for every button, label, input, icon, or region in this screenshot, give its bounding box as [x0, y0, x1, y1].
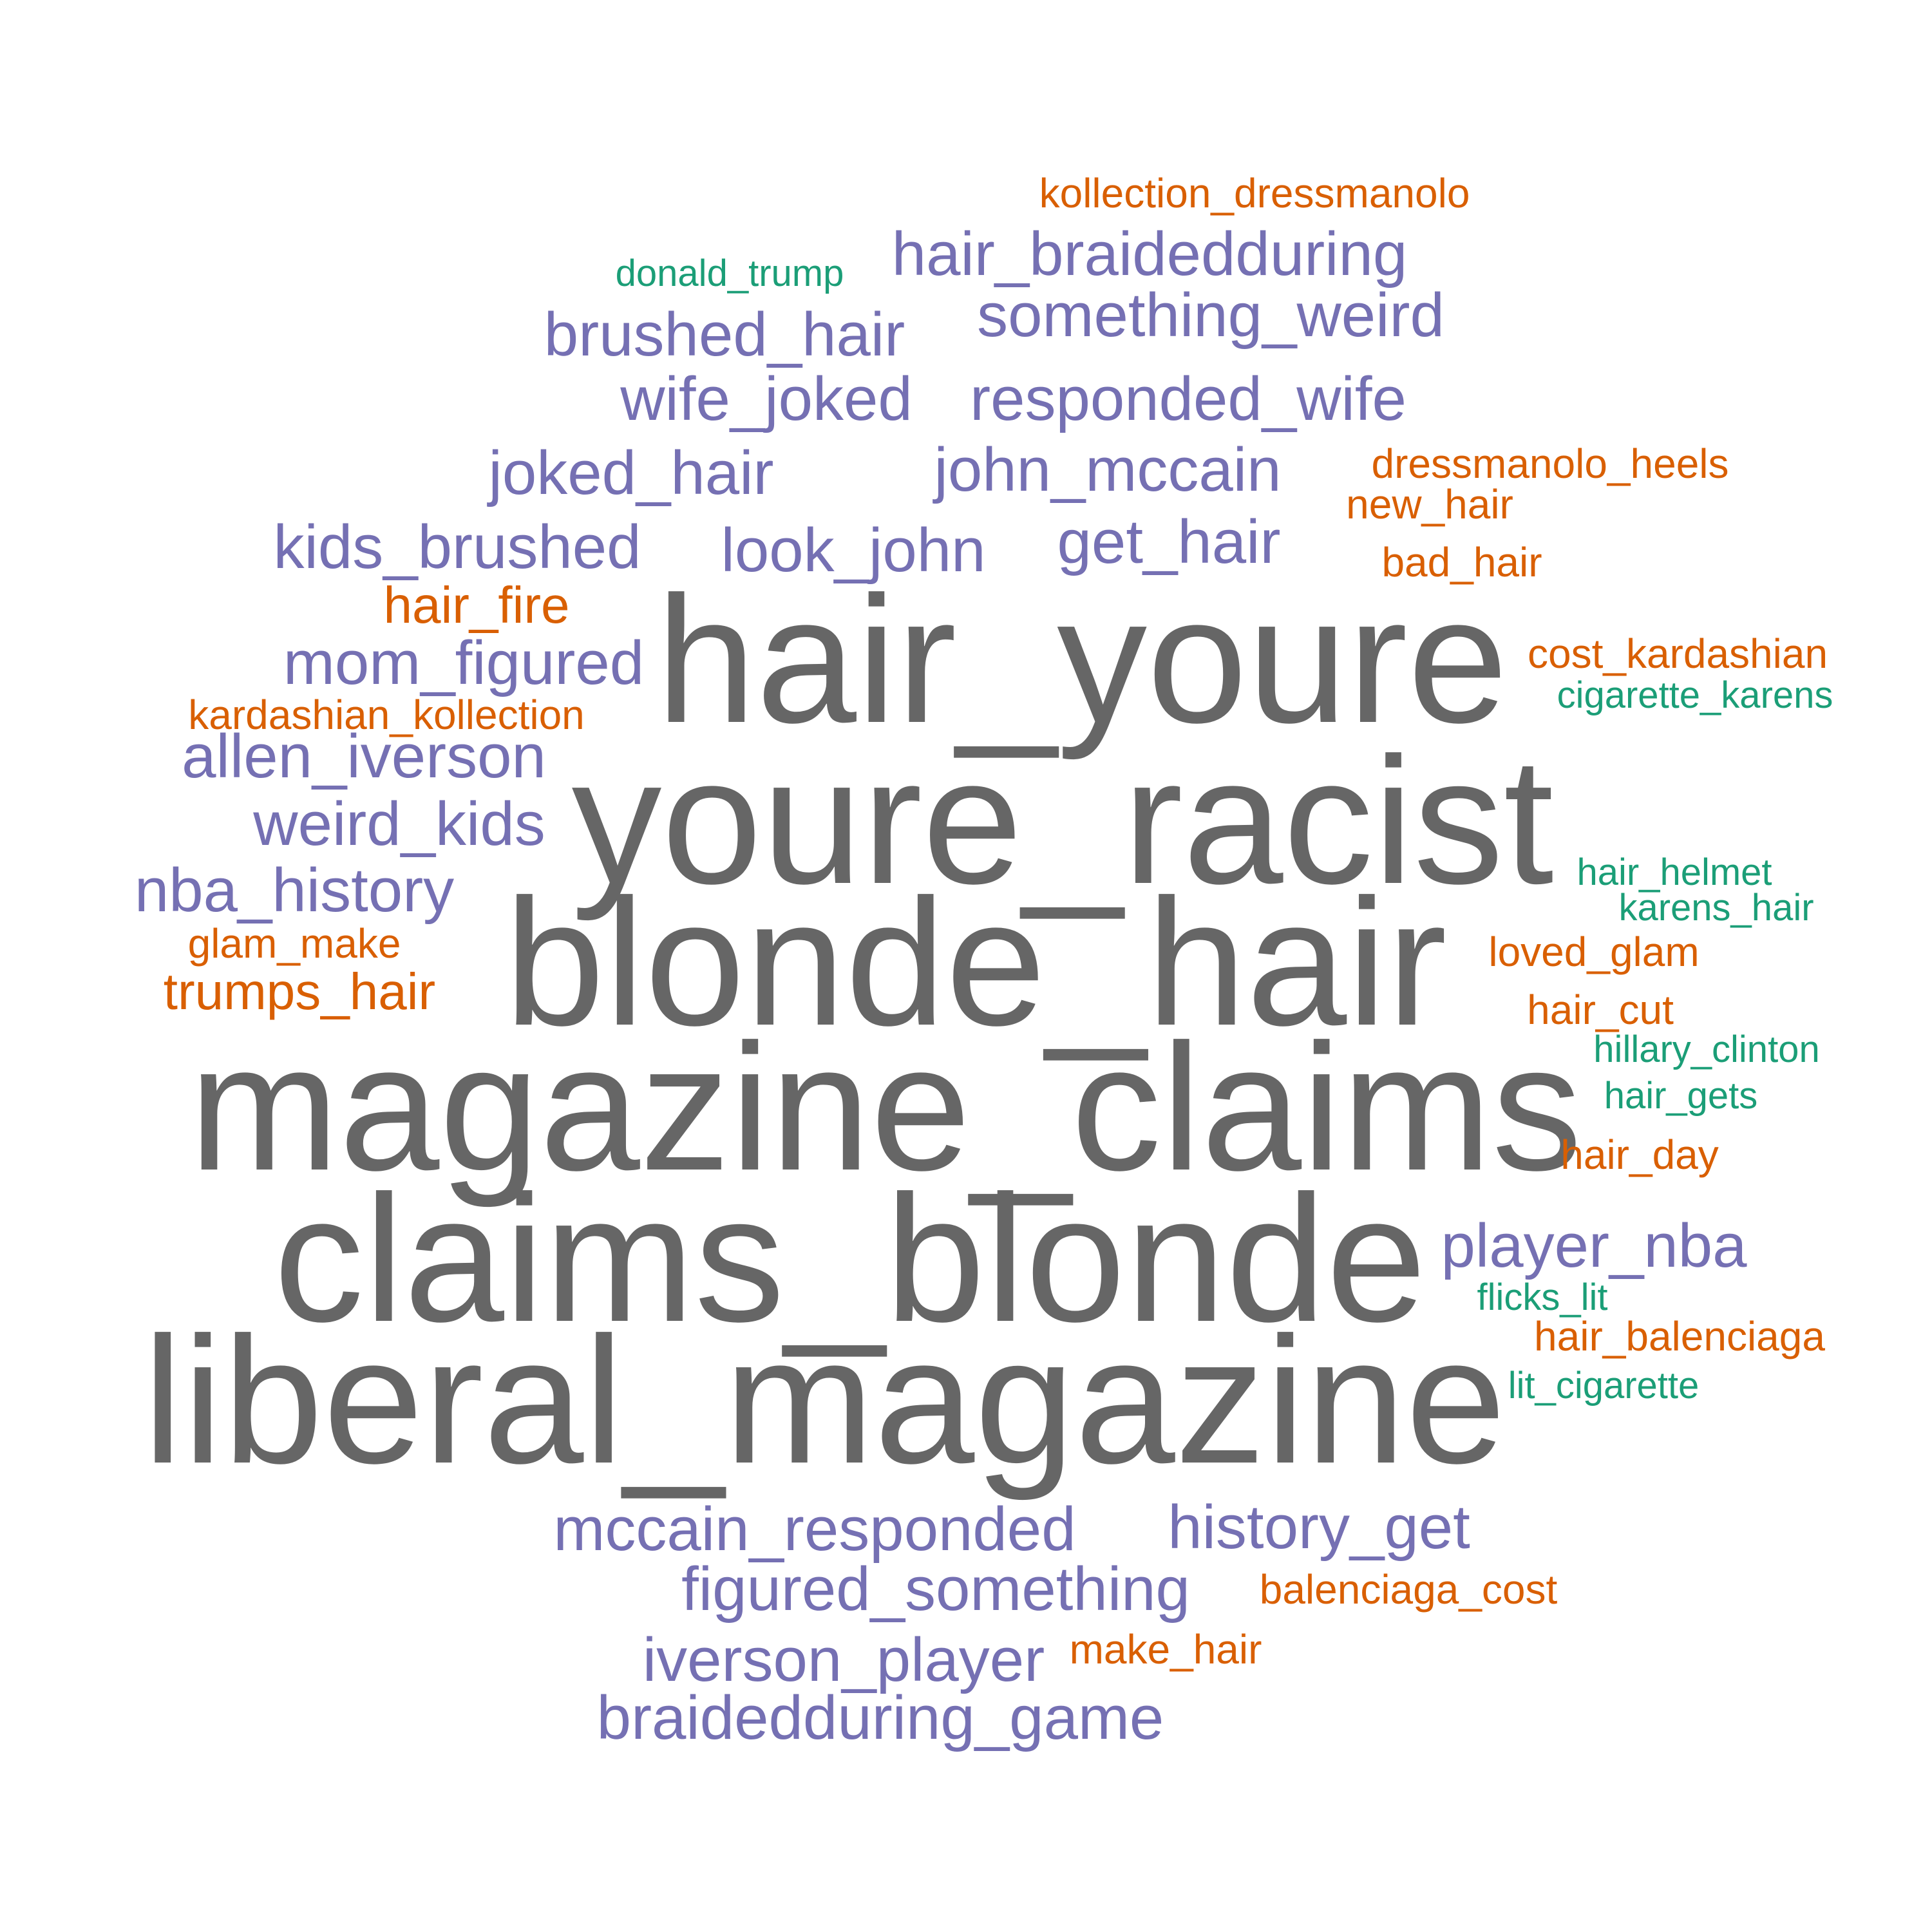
word-claims-blonde: claims_blonde [274, 1159, 1426, 1359]
word-liberal-magazine: liberal_magazine [142, 1300, 1506, 1501]
word-joked-hair: joked_hair [488, 439, 774, 507]
word-trumps-hair: trumps_hair [163, 963, 436, 1020]
word-blonde-hair: blonde_hair [504, 862, 1447, 1063]
word-balenciaga-cost: balenciaga_cost [1259, 1566, 1558, 1613]
word-mccain-responded: mccain_responded [553, 1495, 1076, 1564]
word-flicks-lit: flicks_lit [1477, 1276, 1608, 1318]
word-hair-balenciaga: hair_balenciaga [1534, 1313, 1825, 1359]
word-hair-day: hair_day [1560, 1132, 1719, 1178]
word-lit-cigarette: lit_cigarette [1508, 1365, 1700, 1406]
word-loved-glam: loved_glam [1488, 929, 1700, 975]
word-something-weird: something_weird [977, 281, 1444, 350]
word-figured-something: figured_something [681, 1555, 1190, 1624]
word-kardashian-kollection: kardashian_kollection [188, 692, 585, 738]
word-look-john: look_john [721, 516, 986, 585]
word-bad-hair: bad_hair [1381, 539, 1542, 585]
word-wife-joked: wife_joked [620, 365, 913, 433]
word-magazine-claims: magazine_claims [189, 1007, 1582, 1208]
word-kids-brushed: kids_brushed [273, 513, 641, 582]
word-cost-kardashian: cost_kardashian [1527, 630, 1828, 677]
word-hillary-clinton: hillary_clinton [1593, 1028, 1820, 1070]
word-john-mccain: john_mccain [934, 435, 1282, 504]
word-get-hair: get_hair [1057, 507, 1281, 576]
word-hair-youre: hair_youre [656, 560, 1508, 761]
word-player-nba: player_nba [1441, 1211, 1747, 1280]
word-cigarette-karens: cigarette_karens [1557, 674, 1833, 716]
word-nba-history: nba_history [134, 856, 455, 925]
word-brushed-hair: brushed_hair [544, 300, 905, 369]
word-youre-racist: youre_racist [571, 721, 1554, 922]
word-hair-fire: hair_fire [383, 576, 570, 634]
word-hair-cut: hair_cut [1527, 987, 1674, 1033]
word-responded-wife: responded_wife [970, 365, 1406, 433]
word-iverson-player: iverson_player [642, 1625, 1045, 1694]
word-kollection-dressmanolo: kollection_dressmanolo [1039, 170, 1470, 216]
word-braidedduring-game: braidedduring_game [596, 1683, 1164, 1752]
word-karens-hair: karens_hair [1618, 887, 1814, 929]
word-allen-iverson: allen_iverson [182, 722, 546, 791]
word-hair-gets: hair_gets [1604, 1075, 1758, 1117]
word-new-hair: new_hair [1346, 481, 1513, 527]
word-donald-trump: donald_trump [615, 252, 844, 294]
word-dressmanolo-heels: dressmanolo_heels [1371, 440, 1729, 487]
word-make-hair: make_hair [1069, 1626, 1262, 1672]
word-hair-helmet: hair_helmet [1577, 851, 1772, 893]
word-glam-make: glam_make [187, 920, 401, 967]
word-mom-figured: mom_figured [283, 629, 645, 697]
word-hair-braidedduring: hair_braidedduring [891, 220, 1408, 289]
word-history-get: history_get [1168, 1493, 1470, 1562]
word-weird-kids: weird_kids [253, 790, 545, 858]
